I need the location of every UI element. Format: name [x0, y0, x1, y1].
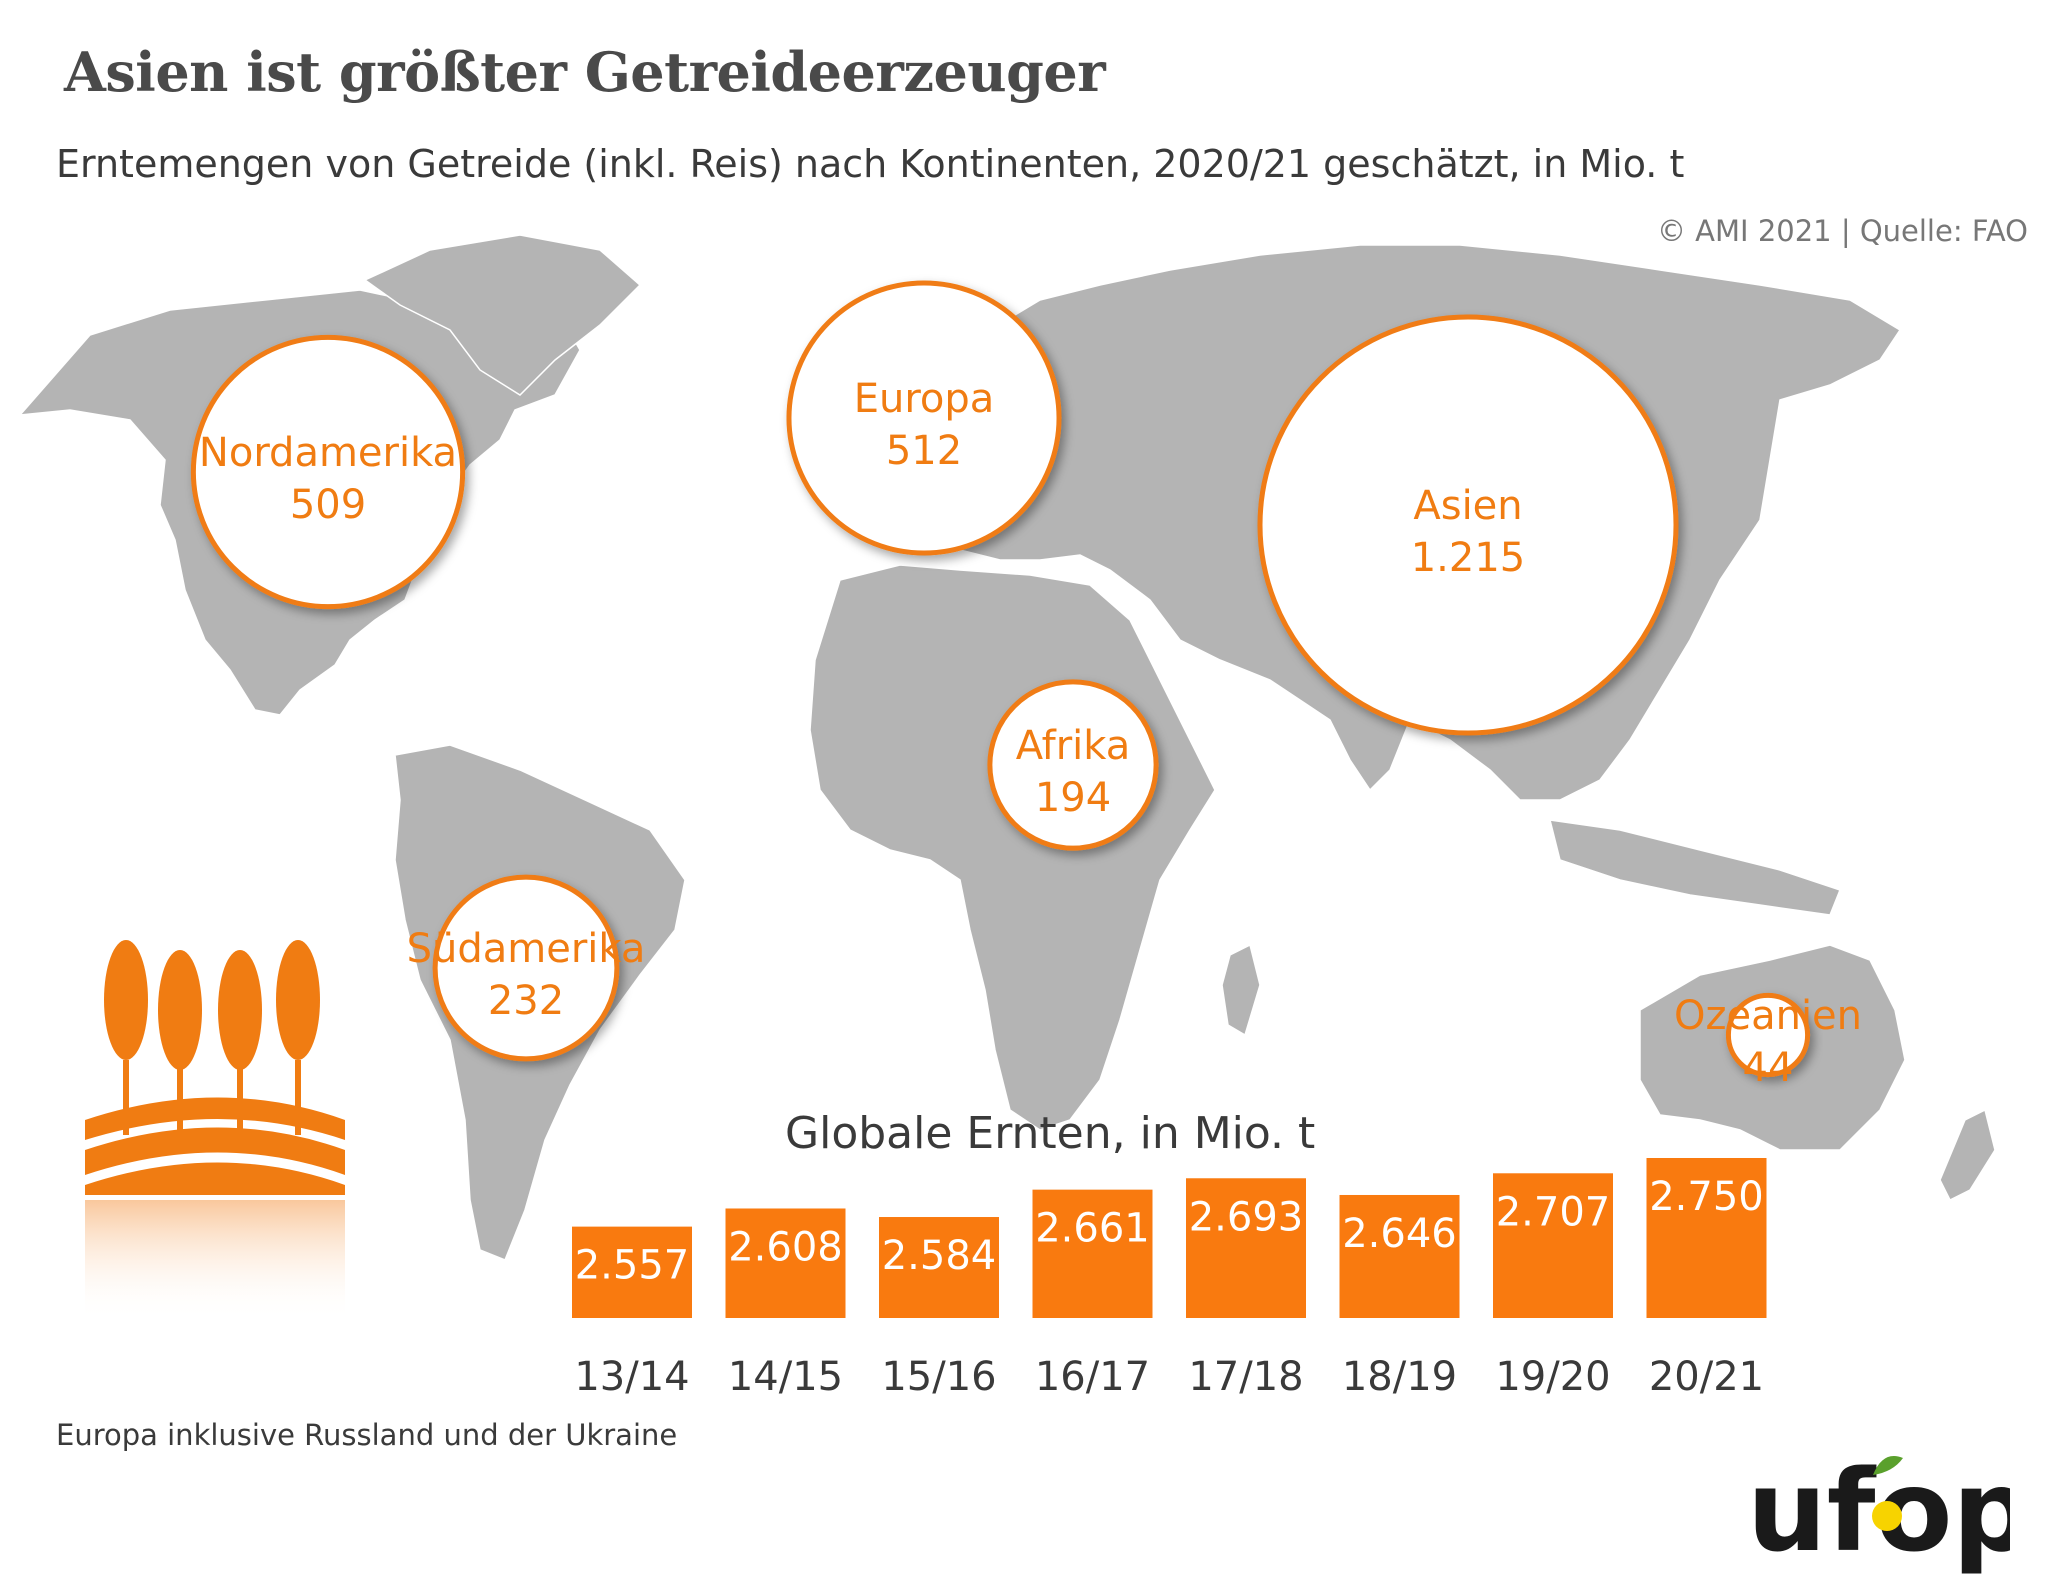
bar: [1493, 1173, 1613, 1318]
x-tick-label: 14/15: [728, 1354, 843, 1400]
bar-value-label: 2.608: [728, 1224, 843, 1270]
bar-value-label: 2.557: [575, 1243, 690, 1289]
bubble-europa: Europa 512: [786, 280, 1062, 556]
land-madagascar: [1221, 943, 1261, 1037]
x-tick-label: 16/17: [1035, 1354, 1150, 1400]
x-tick-label: 18/19: [1342, 1354, 1457, 1400]
source-note: © AMI 2021 | Quelle: FAO: [1656, 214, 2028, 248]
bar-group: 2.646 18/19: [1339, 1194, 1460, 1400]
bubble-label: Europa: [854, 376, 995, 422]
bar-value-label: 2.750: [1649, 1174, 1764, 1220]
bar: [1646, 1158, 1767, 1318]
land-islands: [1549, 819, 1841, 916]
bar-value-label: 2.693: [1189, 1194, 1304, 1240]
bubble-circle: [432, 874, 620, 1062]
bar-group: 2.584 15/16: [879, 1217, 999, 1400]
chart-title: Asien ist größter Getreideerzeuger: [64, 40, 1106, 104]
chart-subtitle: Erntemengen von Getreide (inkl. Reis) na…: [56, 142, 1685, 186]
bubble-südamerika: Südamerika 232: [407, 874, 646, 1062]
x-tick-label: 17/18: [1188, 1354, 1303, 1400]
land-new-zealand: [1939, 1108, 1996, 1202]
bubble-value: 44: [1743, 1045, 1794, 1091]
bar-group: 2.750 20/21: [1646, 1158, 1767, 1400]
bar: [1032, 1189, 1153, 1318]
bar-group: 2.557 13/14: [572, 1226, 692, 1400]
bubble-afrika: Afrika 194: [987, 679, 1159, 851]
bubble-label: Afrika: [1016, 723, 1131, 769]
bar: [1186, 1178, 1306, 1318]
x-tick-label: 19/20: [1495, 1354, 1610, 1400]
bubble-label: Nordamerika: [199, 430, 457, 476]
seed-icon: [1872, 1501, 1902, 1531]
footnote: Europa inklusive Russland und der Ukrain…: [56, 1418, 678, 1452]
bar: [725, 1208, 846, 1318]
land-greenland: [363, 234, 642, 396]
bubble-circle: [786, 280, 1062, 556]
bubble-label: Ozeanien: [1674, 993, 1862, 1039]
wheat-icon: [85, 940, 345, 1320]
bar-group: 2.693 17/18: [1186, 1178, 1306, 1400]
bubble-ozeanien: Ozeanien 44: [1674, 992, 1862, 1091]
bar-value-label: 2.707: [1496, 1189, 1611, 1235]
bar-value-label: 2.584: [882, 1233, 997, 1279]
x-tick-label: 15/16: [881, 1354, 996, 1400]
bubble-label: Asien: [1413, 483, 1522, 529]
bar-group: 2.608 14/15: [725, 1208, 846, 1400]
bubble-value: 1.215: [1411, 535, 1526, 581]
bubble-circle: [1257, 314, 1679, 736]
bubble-value: 512: [886, 428, 962, 474]
bubble-nordamerika: Nordamerika 509: [190, 334, 466, 610]
bubble-asien: Asien 1.215: [1257, 314, 1679, 736]
bubble-label: Südamerika: [407, 926, 646, 972]
bubble-value: 509: [290, 482, 366, 528]
bar-group: 2.707 19/20: [1493, 1173, 1613, 1400]
bar: [879, 1217, 999, 1318]
bar: [572, 1226, 692, 1318]
bubble-circle: [1725, 992, 1811, 1078]
bubble-circle: [190, 334, 466, 610]
leaf-icon: [1873, 1456, 1903, 1475]
bar-value-label: 2.661: [1035, 1206, 1150, 1252]
bar: [1339, 1194, 1460, 1318]
bar-chart-title: Globale Ernten, in Mio. t: [785, 1108, 1316, 1159]
ufop-logo: ufop: [1747, 1447, 2010, 1575]
bar-group: 2.661 16/17: [1032, 1189, 1153, 1400]
bubble-value: 194: [1035, 775, 1111, 821]
bubble-value: 232: [488, 978, 564, 1024]
bar-value-label: 2.646: [1342, 1211, 1457, 1257]
x-tick-label: 20/21: [1649, 1354, 1764, 1400]
x-tick-label: 13/14: [574, 1354, 689, 1400]
bubble-circle: [987, 679, 1159, 851]
